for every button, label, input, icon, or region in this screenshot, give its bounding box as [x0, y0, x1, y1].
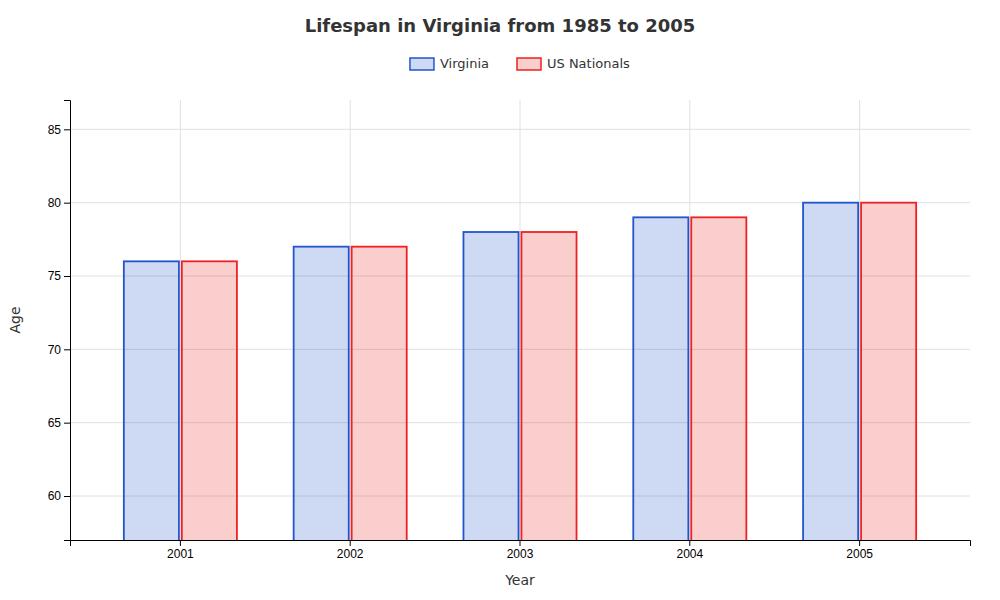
bar — [352, 247, 407, 540]
legend: Virginia US Nationals — [410, 56, 630, 71]
x-tick-label: 2005 — [846, 547, 873, 561]
x-tick: 2001 — [167, 540, 194, 561]
y-tick: 80 — [48, 196, 70, 210]
grid-line-x — [859, 100, 860, 540]
chart-container: Lifespan in Virginia from 1985 to 2005 60… — [0, 0, 1000, 600]
bar — [463, 232, 518, 540]
y-tick-label: 65 — [48, 416, 62, 430]
chart-title: Lifespan in Virginia from 1985 to 2005 — [305, 15, 696, 36]
y-tick-label: 75 — [48, 269, 62, 283]
grid-line-x — [350, 100, 351, 540]
legend-item: US Nationals — [517, 56, 630, 71]
bar-series — [182, 203, 916, 540]
plot-area: 60 65 70 75 80 85 2001 2002 2003 2004 2005 — [48, 100, 971, 600]
y-tick: 60 — [48, 489, 70, 503]
y-tick-mark — [64, 129, 70, 130]
x-tick: 2004 — [676, 540, 703, 561]
y-tick-mark — [64, 349, 70, 350]
y-tick-mark — [64, 203, 70, 204]
y-tick: 65 — [48, 416, 70, 430]
bar — [182, 261, 237, 540]
y-tick: 70 — [48, 343, 70, 357]
bar — [294, 247, 349, 540]
x-tick-label: 2004 — [676, 547, 703, 561]
bar — [803, 203, 858, 540]
y-tick-mark — [64, 423, 70, 424]
x-axis-line — [71, 541, 971, 547]
y-tick-label: 60 — [48, 489, 62, 503]
bar — [521, 232, 576, 540]
grid-line-x — [180, 100, 181, 540]
x-tick-mark — [689, 540, 690, 546]
x-tick: 2002 — [337, 540, 364, 561]
bar — [124, 261, 179, 540]
y-tick: 75 — [48, 269, 70, 283]
y-axis-line — [64, 101, 71, 541]
y-tick-label: 70 — [48, 343, 62, 357]
bar — [633, 217, 688, 540]
legend-label: US Nationals — [547, 56, 630, 71]
x-tick-mark — [520, 540, 521, 546]
grid-line-x — [689, 100, 690, 540]
y-tick: 85 — [48, 123, 70, 137]
bars — [124, 203, 916, 540]
x-axis: 2001 2002 2003 2004 2005 — [71, 540, 971, 561]
x-tick-label: 2003 — [507, 547, 534, 561]
legend-swatch — [410, 58, 434, 70]
x-tick: 2005 — [846, 540, 873, 561]
grid-line-x — [520, 100, 521, 540]
x-tick: 2003 — [507, 540, 534, 561]
bar-series — [124, 203, 858, 540]
bar — [691, 217, 746, 540]
y-tick-label: 80 — [48, 196, 62, 210]
y-tick-mark — [64, 496, 70, 497]
x-tick-mark — [859, 540, 860, 546]
legend-swatch — [517, 58, 541, 70]
chart-svg: Lifespan in Virginia from 1985 to 2005 60… — [0, 0, 1000, 600]
x-tick-label: 2001 — [167, 547, 194, 561]
legend-label: Virginia — [440, 56, 489, 71]
y-tick-label: 85 — [48, 123, 62, 137]
y-tick-mark — [64, 276, 70, 277]
x-tick-mark — [350, 540, 351, 546]
y-axis: 60 65 70 75 80 85 — [48, 101, 71, 541]
x-tick-label: 2002 — [337, 547, 364, 561]
y-axis-title: Age — [7, 306, 23, 333]
legend-item: Virginia — [410, 56, 489, 71]
bar — [861, 203, 916, 540]
x-tick-mark — [180, 540, 181, 546]
x-axis-title: Year — [504, 572, 535, 588]
